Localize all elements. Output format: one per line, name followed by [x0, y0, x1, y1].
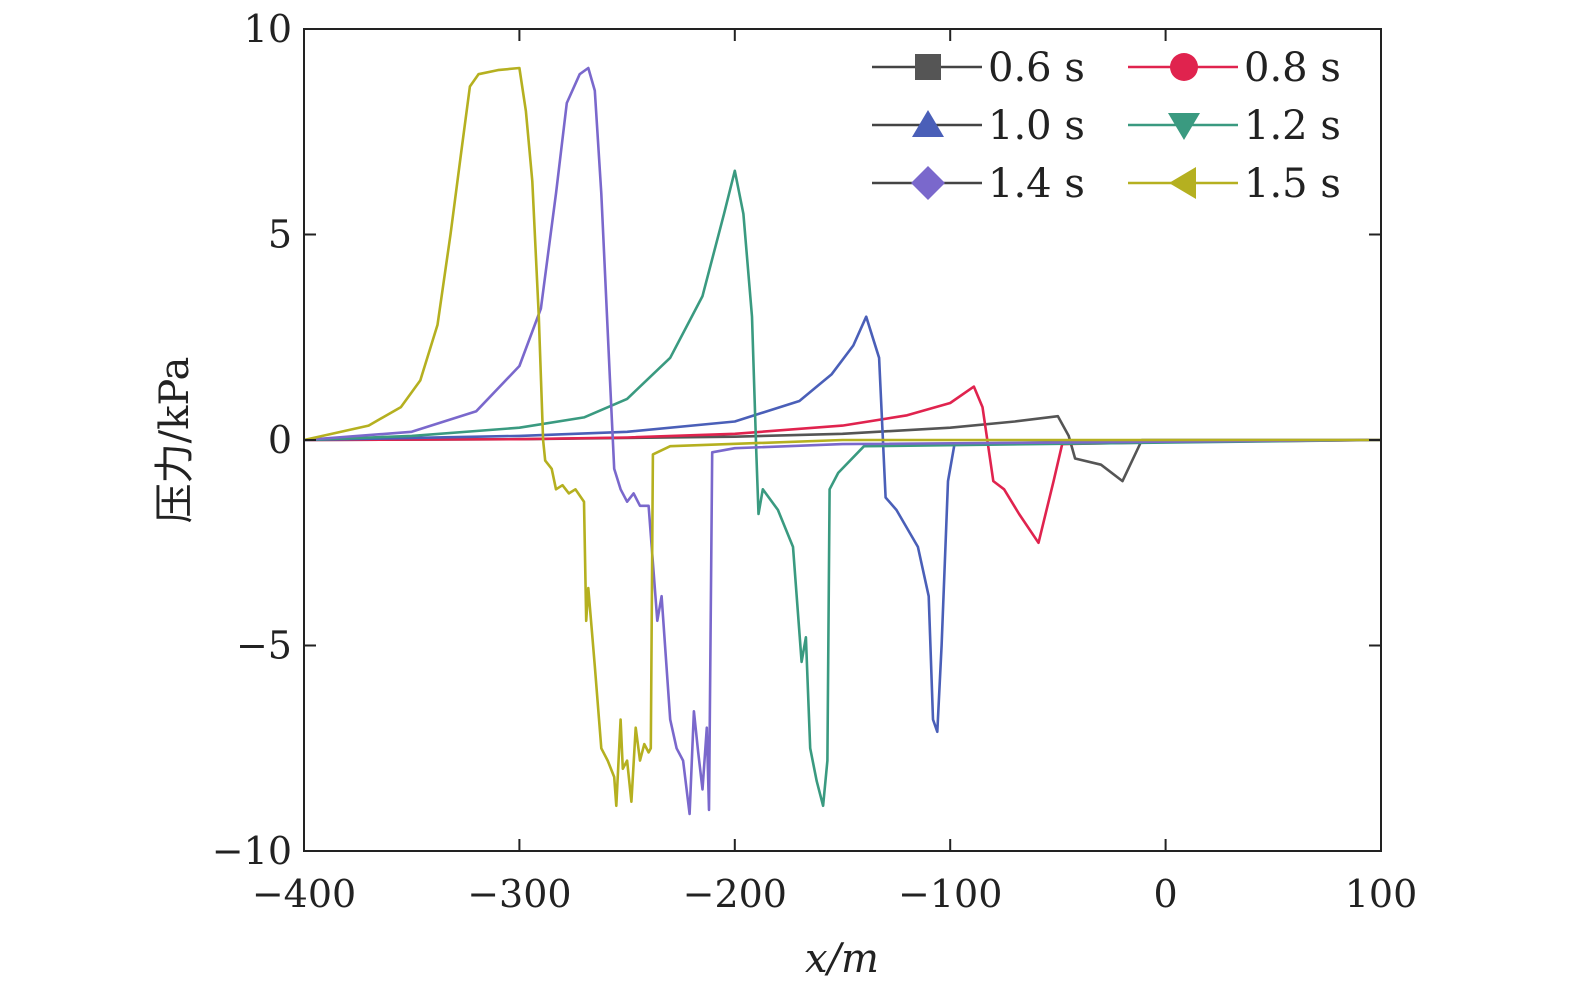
legend-label: 0.8 s [1244, 45, 1341, 91]
x-tick-label: 100 [1345, 872, 1418, 916]
series-line-14s [303, 66, 1382, 816]
series-line-06s [303, 414, 1381, 483]
series-line-10s [303, 315, 1382, 734]
legend-label: 0.6 s [988, 45, 1085, 91]
y-tick-label: 0 [268, 418, 292, 462]
legend: 0.6 s 0.8 s 1.0 s 1.2 s 1.4 s 1.5 s [872, 45, 1341, 207]
legend-item: 1.0 s [872, 103, 1085, 149]
series-lines [303, 66, 1382, 816]
legend-item: 1.4 s [872, 161, 1085, 207]
series-line-08s [303, 385, 1382, 545]
series-line-15s [303, 66, 1381, 808]
y-tick-label: 10 [244, 7, 292, 51]
x-axis-label: x/m [805, 936, 879, 982]
square-marker-icon [915, 54, 941, 80]
legend-label: 1.0 s [988, 103, 1085, 149]
triangle-up-marker-icon [912, 110, 944, 137]
x-tick-label: −200 [683, 872, 787, 916]
x-tick-label: 0 [1154, 872, 1178, 916]
y-tick-label: −5 [236, 624, 292, 668]
y-tick-label: −10 [212, 829, 292, 873]
legend-item: 1.2 s [1128, 103, 1341, 149]
legend-label: 1.2 s [1244, 103, 1341, 149]
legend-label: 1.4 s [988, 161, 1085, 207]
legend-item: 1.5 s [1128, 161, 1341, 207]
diamond-marker-icon [911, 166, 945, 200]
axes: −400 −300 −200 −100 0 100 −10 −5 0 5 10 [212, 7, 1417, 916]
legend-label: 1.5 s [1244, 161, 1341, 207]
y-tick-label: 5 [268, 213, 292, 257]
triangle-left-marker-icon [1169, 167, 1196, 199]
legend-item: 0.6 s [872, 45, 1085, 91]
y-axis-label: 压力/kPa [152, 357, 198, 524]
x-tick-label: −400 [252, 872, 356, 916]
x-tick-label: −300 [467, 872, 571, 916]
series-line-12s [303, 169, 1382, 808]
triangle-down-marker-icon [1168, 113, 1200, 140]
x-tick-label: −100 [898, 872, 1002, 916]
legend-item: 0.8 s [1128, 45, 1341, 91]
circle-marker-icon [1170, 53, 1198, 81]
